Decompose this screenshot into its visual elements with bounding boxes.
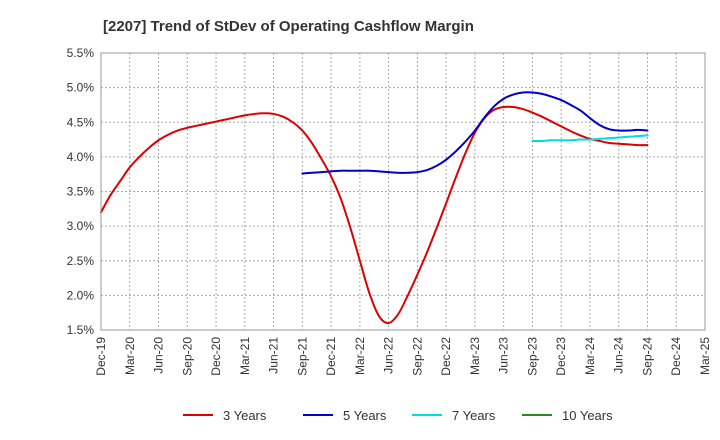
legend-label: 5 Years (343, 408, 387, 423)
y-axis: 1.5% 2.0% 2.5% 3.0% 3.5% 4.0% 4.5% 5.0% 5.5% (67, 46, 95, 337)
x-tick-label: Sep-24 (640, 337, 654, 376)
x-tick-label: Mar-22 (353, 337, 367, 375)
legend: 3 Years 5 Years 7 Years 10 Years (183, 408, 613, 423)
x-tick-label: Mar-25 (698, 337, 712, 375)
legend-label: 7 Years (452, 408, 496, 423)
x-tick-label: Mar-21 (238, 337, 252, 375)
series-line-5-years (301, 91, 649, 175)
grid (101, 53, 705, 330)
x-tick-label: Sep-21 (295, 337, 309, 376)
series-line-3-years (100, 105, 649, 325)
x-tick-label: Dec-24 (669, 337, 683, 376)
chart-title: [2207] Trend of StDev of Operating Cashf… (103, 18, 474, 35)
x-tick-label: Sep-23 (525, 337, 539, 376)
x-tick-label: Mar-24 (583, 337, 597, 375)
x-tick-label: Mar-20 (123, 337, 137, 375)
x-tick-label: Dec-21 (324, 337, 338, 376)
y-tick-label: 5.0% (67, 81, 95, 95)
x-tick-label: Jun-22 (382, 337, 396, 374)
y-tick-label: 4.0% (67, 150, 95, 164)
x-tick-label: Dec-20 (209, 337, 223, 376)
x-tick-label: Jun-24 (612, 337, 626, 374)
legend-label: 3 Years (223, 408, 267, 423)
y-tick-label: 5.5% (67, 46, 95, 60)
x-tick-label: Dec-19 (94, 337, 108, 376)
y-tick-label: 2.5% (67, 254, 95, 268)
series-layer (100, 91, 649, 325)
legend-label: 10 Years (562, 408, 613, 423)
x-tick-label: Sep-22 (410, 337, 424, 376)
x-tick-label: Dec-22 (439, 337, 453, 376)
y-tick-label: 3.0% (67, 219, 95, 233)
x-tick-label: Mar-23 (468, 337, 482, 375)
y-tick-label: 4.5% (67, 115, 95, 129)
y-tick-label: 2.0% (67, 288, 95, 302)
x-tick-label: Jun-23 (497, 337, 511, 374)
x-tick-label: Sep-20 (180, 337, 194, 376)
x-tick-label: Jun-21 (267, 337, 281, 374)
y-tick-label: 1.5% (67, 323, 95, 337)
x-tick-label: Jun-20 (152, 337, 166, 374)
plot-frame (100, 52, 706, 331)
series-line-7-years (531, 134, 649, 142)
x-axis: Dec-19 Mar-20 Jun-20 Sep-20 Dec-20 Mar-21 Jun-… (94, 337, 712, 376)
y-tick-label: 3.5% (67, 185, 95, 199)
x-tick-label: Dec-23 (554, 337, 568, 376)
